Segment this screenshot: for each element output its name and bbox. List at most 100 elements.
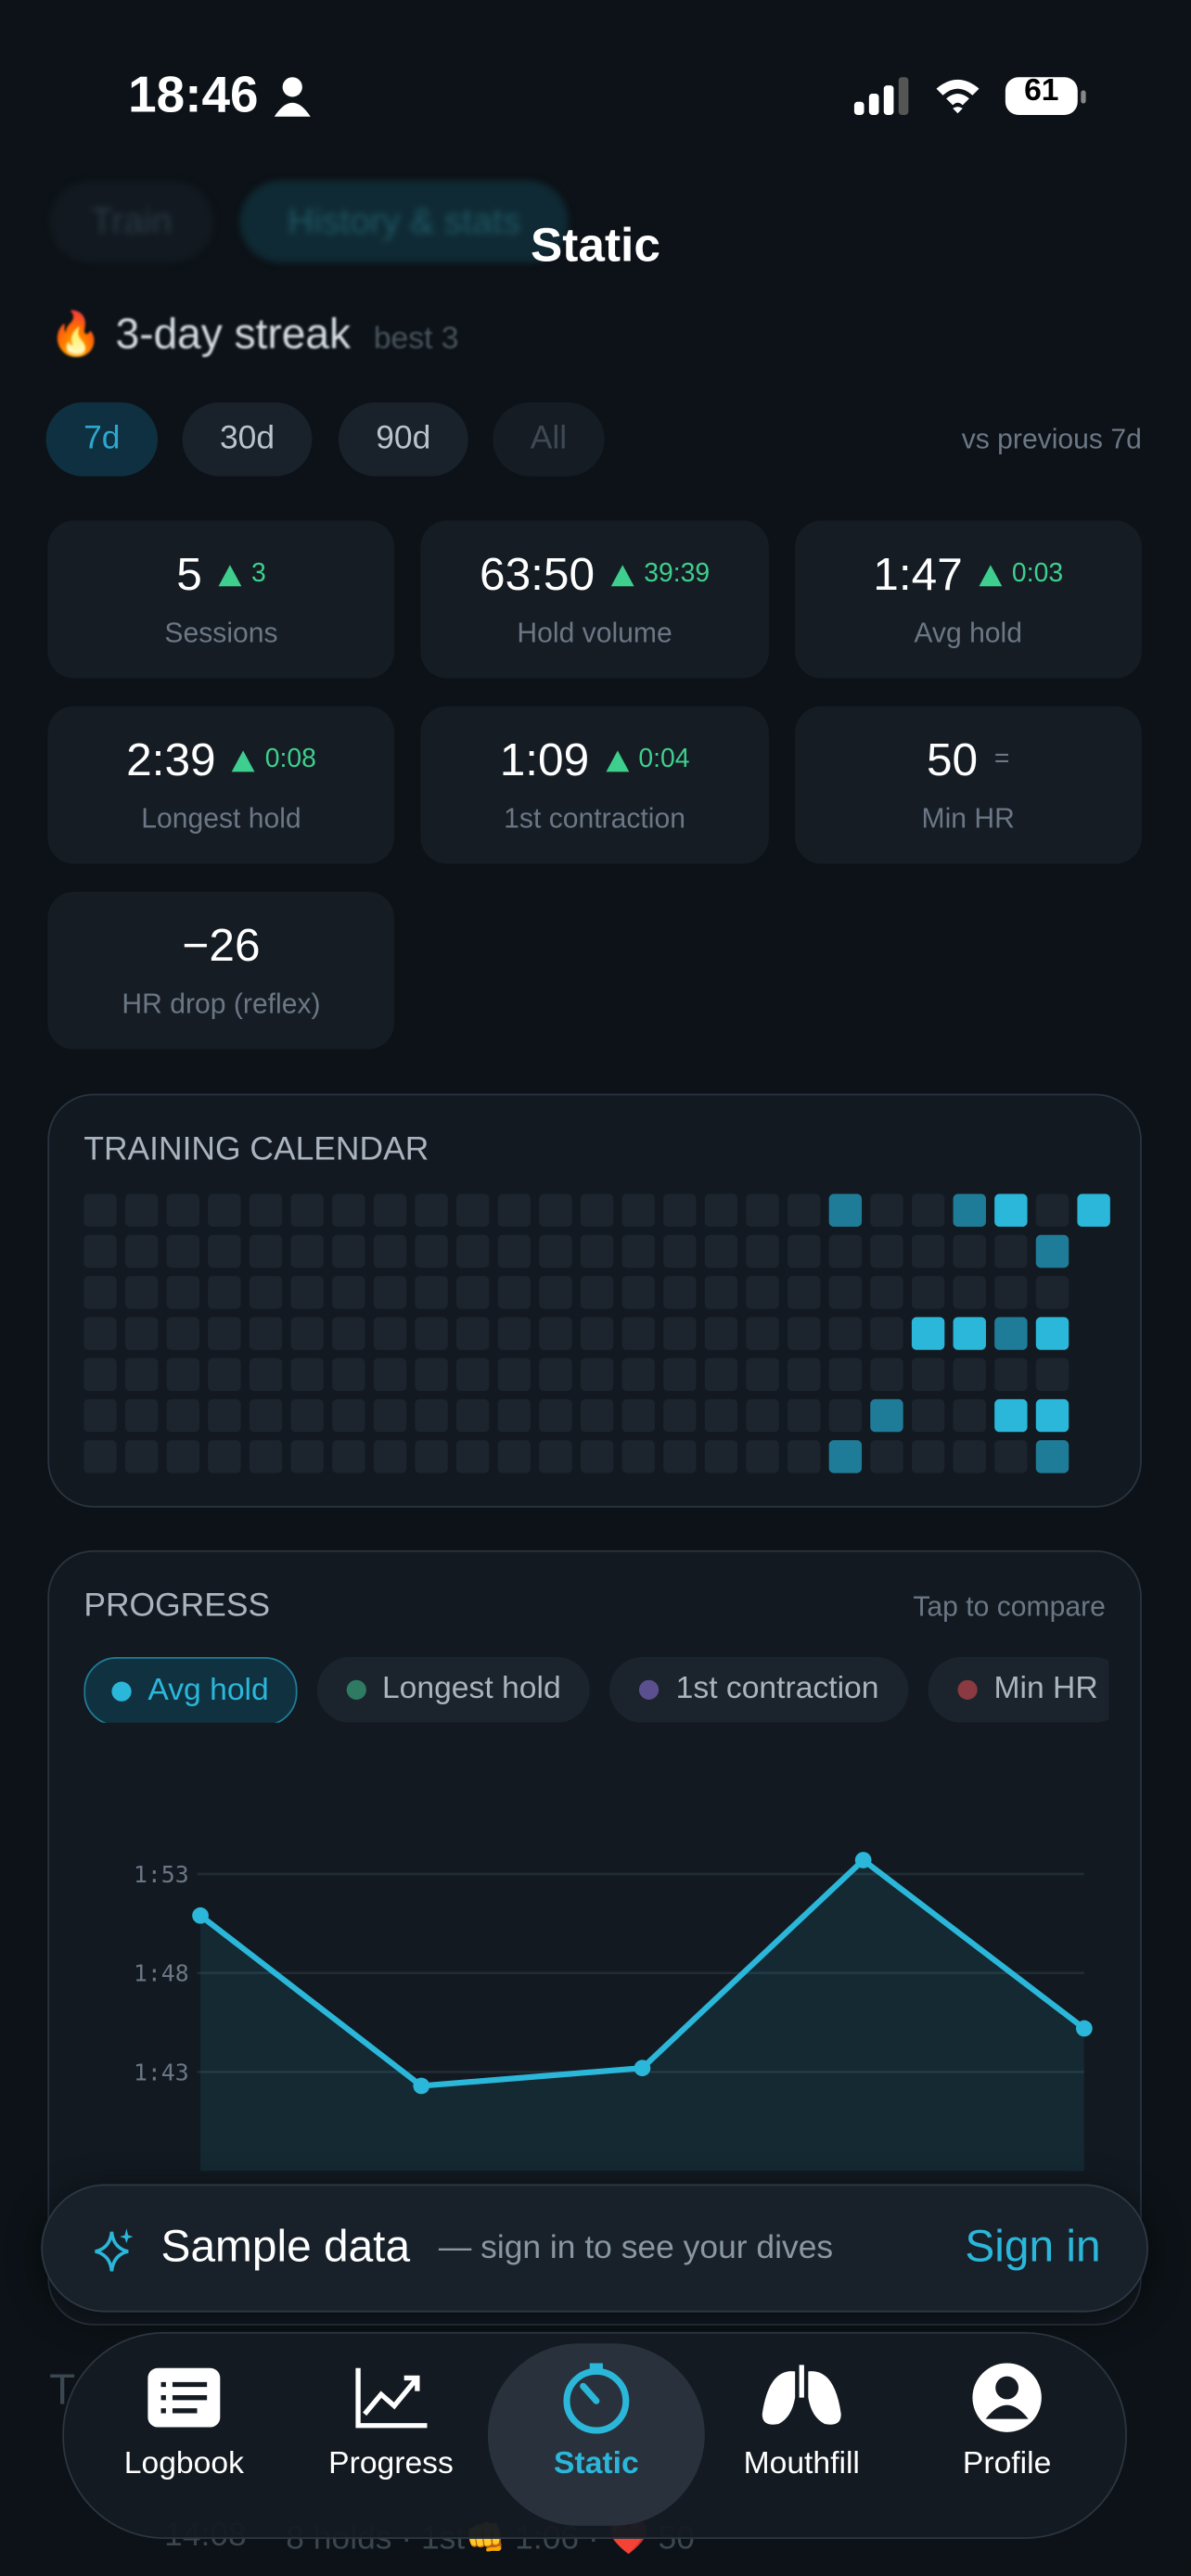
tab-logbook[interactable]: Logbook [75,2343,292,2526]
tab-progress[interactable]: Progress [283,2343,500,2526]
tab-mouthfill[interactable]: Mouthfill [693,2343,910,2526]
calendar-day [870,1193,903,1227]
range-filter[interactable]: All [493,402,605,477]
calendar-day [539,1398,572,1433]
calendar-day [332,1234,365,1269]
calendar-day [373,1234,407,1269]
calendar-day [994,1440,1028,1473]
segment-train[interactable]: Train [49,180,214,263]
stat-card: 1:47 0:03 Avg hold [794,520,1142,679]
screen-title: Static [531,220,660,273]
range-filter[interactable]: 90d [338,402,468,477]
metric-chip[interactable]: Min HR [928,1656,1109,1723]
calendar-day [455,1398,490,1433]
calendar-day [415,1358,448,1392]
range-filter[interactable]: 7d [45,402,159,477]
profile-icon [972,2363,1042,2432]
calendar-day [911,1276,945,1309]
calendar-day [746,1234,779,1269]
stat-label: Avg hold [914,617,1023,649]
sparkle-icon [95,2228,134,2272]
stat-value: 5 [176,548,202,600]
calendar-day [497,1398,531,1433]
y-tick-label: 1:53 [134,1861,189,1888]
tab-label: Progress [328,2446,454,2481]
calendar-day [1035,1276,1069,1309]
calendar-day [373,1440,407,1473]
calendar-day [663,1398,697,1433]
calendar-day [828,1317,863,1350]
calendar-day [332,1193,365,1227]
calendar-day [788,1440,821,1473]
calendar-day [124,1398,159,1433]
tab-label: Logbook [123,2446,244,2481]
sign-in-button[interactable]: Sign in [965,2222,1101,2272]
calendar-day [663,1440,697,1473]
segment-history[interactable]: History & stats [239,180,569,263]
calendar-day [208,1398,241,1433]
comparison-note: vs previous 7d [961,423,1142,455]
calendar-day [1035,1193,1069,1227]
banner-subtitle: — sign in to see your dives [438,2230,834,2266]
calendar-day [994,1276,1028,1309]
calendar-day [788,1276,821,1309]
calendar-day [332,1398,365,1433]
calendar-day [1035,1358,1069,1392]
calendar-day [621,1317,655,1350]
chip-dot [957,1679,978,1700]
progress-hint: Tap to compare [913,1591,1106,1623]
calendar-day [539,1358,572,1392]
metric-chip[interactable]: 1st contraction [609,1656,909,1723]
chip-label: Longest hold [381,1671,561,1707]
calendar-day [249,1276,283,1309]
range-filter[interactable]: 30d [182,402,313,477]
calendar-day [953,1358,986,1392]
calendar-day [704,1317,738,1350]
tab-profile[interactable]: Profile [899,2343,1116,2526]
calendar-day [124,1358,159,1392]
calendar-day [746,1358,779,1392]
progress-icon [355,2367,428,2429]
metric-chip[interactable]: Longest hold [316,1656,591,1723]
stat-value: 63:50 [479,548,596,600]
calendar-day [1035,1234,1069,1269]
calendar-day [83,1440,117,1473]
calendar-day [870,1358,903,1392]
progress-title: PROGRESS [83,1588,271,1625]
calendar-day [828,1276,863,1309]
calendar-day [580,1398,614,1433]
metric-chip[interactable]: Avg hold [83,1656,297,1723]
calendar-day [166,1358,199,1392]
stat-label: 1st contraction [504,803,685,835]
calendar-day [208,1193,241,1227]
calendar-day [911,1193,945,1227]
calendar-day [953,1440,986,1473]
calendar-day [332,1440,365,1473]
calendar-day [704,1193,738,1227]
calendar-day [455,1193,490,1227]
calendar-day [497,1276,531,1309]
stat-value-row: −26 [182,920,260,973]
calendar-day [208,1317,241,1350]
logbook-icon [147,2367,221,2428]
chip-dot [639,1679,660,1700]
metric-chips: Avg hold Longest hold 1st contraction Min H… [83,1656,1109,1723]
calendar-day [539,1317,572,1350]
stat-value-row: 63:50 39:39 [480,549,710,602]
stat-delta: 39:39 [644,559,711,589]
chip-label: 1st contraction [675,1671,879,1707]
calendar-day [166,1398,199,1433]
point [854,1852,872,1868]
calendar-day [332,1276,365,1309]
calendar-day [455,1234,490,1269]
calendar-day [704,1358,738,1392]
calendar-day [828,1234,863,1269]
calendar-day [994,1358,1028,1392]
calendar-day [746,1193,779,1227]
calendar-day [580,1358,614,1392]
tab-static[interactable]: Static [488,2343,705,2526]
stat-value-row: 50 = [927,734,1009,787]
calendar-day [249,1193,283,1227]
stat-card: 50 = Min HR [794,706,1142,864]
